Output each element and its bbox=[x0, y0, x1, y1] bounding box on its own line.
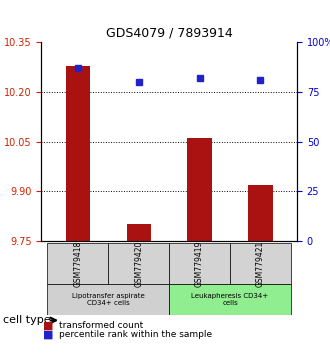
Text: cell type: cell type bbox=[3, 315, 51, 325]
Bar bbox=[187, 138, 212, 241]
Text: transformed count: transformed count bbox=[59, 321, 144, 330]
Text: Leukapheresis CD34+
cells: Leukapheresis CD34+ cells bbox=[191, 293, 269, 306]
Text: ■: ■ bbox=[43, 330, 53, 339]
Bar bbox=[66, 65, 90, 241]
FancyBboxPatch shape bbox=[230, 243, 291, 284]
Text: Lipotransfer aspirate
CD34+ cells: Lipotransfer aspirate CD34+ cells bbox=[72, 293, 145, 306]
FancyBboxPatch shape bbox=[47, 243, 108, 284]
FancyBboxPatch shape bbox=[169, 243, 230, 284]
Bar bbox=[248, 184, 273, 241]
Text: GSM779418: GSM779418 bbox=[73, 240, 82, 286]
Text: percentile rank within the sample: percentile rank within the sample bbox=[59, 330, 213, 339]
Title: GDS4079 / 7893914: GDS4079 / 7893914 bbox=[106, 27, 233, 40]
FancyBboxPatch shape bbox=[108, 243, 169, 284]
Text: GSM779420: GSM779420 bbox=[134, 240, 143, 287]
Text: ■: ■ bbox=[43, 321, 53, 331]
Text: GSM779419: GSM779419 bbox=[195, 240, 204, 287]
Bar bbox=[126, 224, 151, 241]
Text: GSM779421: GSM779421 bbox=[256, 240, 265, 286]
FancyBboxPatch shape bbox=[169, 284, 291, 315]
FancyBboxPatch shape bbox=[47, 284, 169, 315]
